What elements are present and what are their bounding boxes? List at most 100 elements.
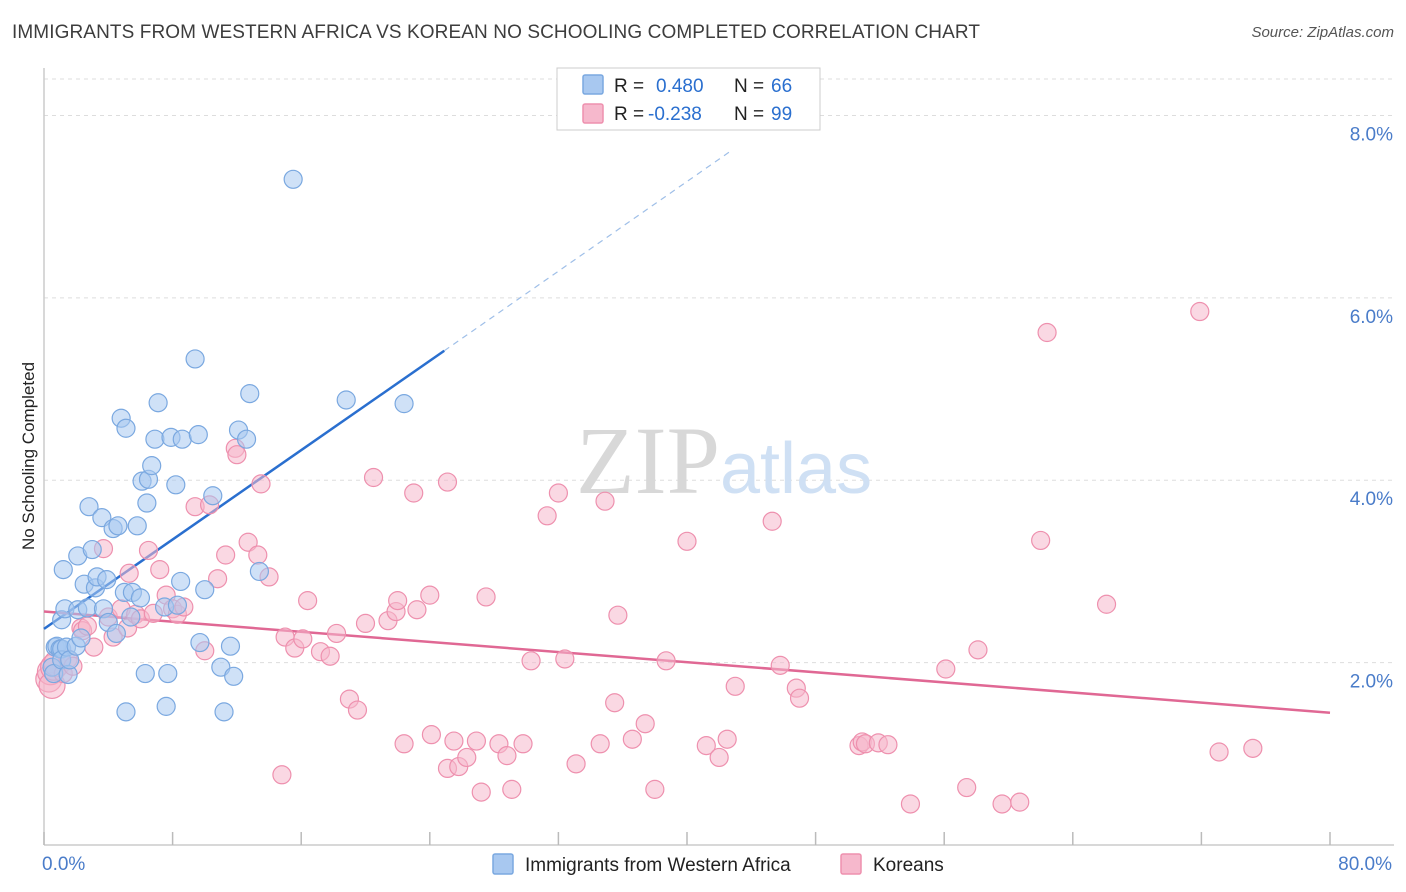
western-africa-point-37 xyxy=(130,588,151,608)
western-africa-point-68 xyxy=(394,394,414,414)
western-africa-point-29 xyxy=(108,516,128,536)
western-africa-point-44 xyxy=(148,393,168,413)
western-africa-point-36 xyxy=(127,516,147,536)
koreans-point-69 xyxy=(513,734,533,754)
koreans-point-57 xyxy=(421,725,442,745)
koreans-point-53 xyxy=(394,734,414,754)
trend-line-blue-dashed xyxy=(443,149,733,352)
legend-swatch-blue xyxy=(582,74,604,95)
y-tick-label-2: 2.0% xyxy=(1350,672,1393,693)
trend-line-koreans xyxy=(43,610,1331,715)
koreans-point-76 xyxy=(595,491,615,511)
koreans-point-78 xyxy=(608,605,628,625)
koreans-point-41 xyxy=(293,629,313,649)
koreans-point-64 xyxy=(471,782,491,802)
koreans-point-91 xyxy=(789,688,810,708)
koreans-point-99 xyxy=(957,777,977,798)
koreans-point-54 xyxy=(404,483,424,503)
western-africa-point-56 xyxy=(195,580,215,600)
series-legend-label-pink: Koreans xyxy=(873,855,944,876)
koreans-point-98 xyxy=(936,659,956,679)
koreans-point-105 xyxy=(1096,594,1117,614)
koreans-point-55 xyxy=(407,600,427,620)
koreans-point-72 xyxy=(548,483,569,503)
y-tick-labels: 2.0% 4.0% 6.0% 8.0% xyxy=(1350,124,1393,692)
koreans-point-49 xyxy=(363,467,384,488)
koreans-point-52 xyxy=(388,591,408,611)
koreans-point-84 xyxy=(696,736,716,756)
koreans-point-36 xyxy=(251,474,271,494)
watermark: ZIP atlas xyxy=(576,407,872,514)
western-africa-point-53 xyxy=(185,349,205,369)
western-africa-point-19 xyxy=(79,497,99,517)
koreans-point-104 xyxy=(1037,322,1057,343)
koreans-point-82 xyxy=(656,651,676,671)
chart-title: IMMIGRANTS FROM WESTERN AFRICA VS KOREAN… xyxy=(12,22,981,43)
koreans-point-42 xyxy=(298,591,318,611)
koreans-point-87 xyxy=(725,676,745,696)
western-africa-point-39 xyxy=(135,663,155,684)
koreans-point-71 xyxy=(537,506,557,526)
western-africa-point-55 xyxy=(190,632,210,653)
koreans-point-80 xyxy=(635,714,655,734)
koreans-point-45 xyxy=(326,623,347,644)
legend-n-label-pink: N = xyxy=(734,104,764,125)
koreans-point-30 xyxy=(208,569,228,589)
western-africa-point-18 xyxy=(77,598,98,618)
koreans-point-108 xyxy=(1243,738,1263,758)
koreans-point-96 xyxy=(878,735,898,755)
legend-n-label-blue: N = xyxy=(734,76,764,97)
western-africa-point-33 xyxy=(116,418,136,438)
koreans-point-48 xyxy=(355,613,376,634)
y-axis-label: No Schooling Completed xyxy=(19,362,38,550)
koreans-point-74 xyxy=(566,754,586,774)
points-immigrants-western-africa xyxy=(42,169,414,722)
western-africa-point-64 xyxy=(240,384,260,404)
koreans-point-62 xyxy=(457,747,477,768)
source-credit: Source: ZipAtlas.com xyxy=(1251,24,1394,41)
koreans-point-22 xyxy=(150,560,170,580)
koreans-point-85 xyxy=(709,747,729,768)
koreans-point-103 xyxy=(1031,530,1051,551)
legend-r-label-pink: R = xyxy=(614,104,644,125)
y-tick-label-6: 6.0% xyxy=(1350,307,1393,328)
legend-swatch-pink xyxy=(582,103,604,124)
koreans-point-86 xyxy=(717,729,737,749)
western-africa-point-20 xyxy=(82,539,102,560)
koreans-point-89 xyxy=(770,655,790,675)
koreans-point-56 xyxy=(420,585,440,605)
western-africa-point-54 xyxy=(188,425,208,445)
series-legend-label-blue: Immigrants from Western Africa xyxy=(525,855,791,876)
koreans-point-70 xyxy=(521,651,541,671)
koreans-point-67 xyxy=(497,746,517,766)
western-africa-point-52 xyxy=(172,429,192,449)
legend-r-value-blue: 0.480 xyxy=(656,76,704,97)
koreans-point-38 xyxy=(272,765,292,785)
axes xyxy=(43,68,1394,846)
koreans-point-34 xyxy=(238,532,258,552)
x-tick-label-min: 0.0% xyxy=(42,854,85,875)
x-tick-label-max: 80.0% xyxy=(1338,854,1392,875)
koreans-point-68 xyxy=(502,779,522,799)
koreans-point-20 xyxy=(138,540,159,561)
koreans-point-77 xyxy=(605,693,625,713)
western-africa-point-28 xyxy=(106,623,126,644)
gridlines xyxy=(44,78,1394,664)
y-tick-label-8: 8.0% xyxy=(1350,124,1393,145)
western-africa-point-60 xyxy=(220,636,241,656)
western-africa-point-46 xyxy=(156,696,176,716)
koreans-point-106 xyxy=(1190,301,1210,322)
koreans-point-102 xyxy=(1010,792,1030,812)
western-africa-point-59 xyxy=(214,702,234,722)
western-africa-point-49 xyxy=(166,475,186,495)
western-africa-point-66 xyxy=(283,169,303,189)
series-legend-swatch-pink xyxy=(840,853,862,875)
western-africa-point-63 xyxy=(236,429,257,449)
western-africa-point-51 xyxy=(171,571,191,592)
koreans-point-97 xyxy=(900,794,921,814)
western-africa-point-25 xyxy=(97,570,117,590)
western-africa-point-34 xyxy=(121,607,141,627)
koreans-point-17 xyxy=(119,563,139,583)
points-koreans xyxy=(35,301,1263,814)
